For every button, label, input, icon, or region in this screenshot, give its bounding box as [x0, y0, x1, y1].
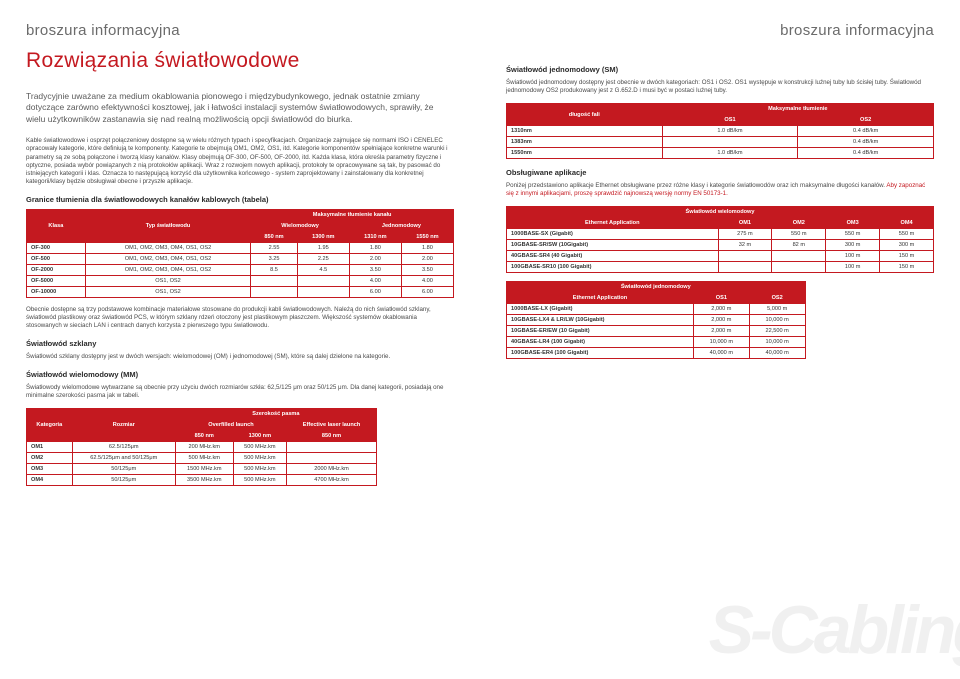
main-title: Rozwiązania światłowodowe	[26, 49, 454, 73]
heading-attenuation: Granice tłumienia dla światłowodowych ka…	[26, 195, 454, 204]
singlemode-app-table: Światłowód jednomodowy Ethernet Applicat…	[506, 281, 806, 359]
th-typ: Typ światłowodu	[85, 209, 250, 242]
paragraph-2: Obecnie dostępne są trzy podstawowe komb…	[26, 306, 454, 330]
table-row: 40GBASE-SR4 (40 Gigabit)100 m150 m	[507, 251, 934, 262]
singlemode-att-table: długość fali Maksymalne tłumienie OS1 OS…	[506, 103, 934, 159]
table-row: 10GBASE-ER/EW (10 Gigabit)2,000 m22,500 …	[507, 326, 806, 337]
watermark: S-Cabling	[709, 591, 960, 669]
table-row: 1550nm1.0 dB/km0.4 dB/km	[507, 148, 934, 159]
table-row: 10GBASE-SR/SW (10Gigabit)32 m82 m300 m30…	[507, 240, 934, 251]
paragraph-4: Światłowody wielomodowe wytwarzane są ob…	[26, 384, 454, 400]
table-row: OM450/125μm3500 MHz.km500 MHz.km4700 MHz…	[27, 475, 377, 486]
paragraph-r1: Światłowód jednomodowy dostępny jest obe…	[506, 79, 934, 95]
table-row: OF-5000OS1, OS24.004.00	[27, 275, 454, 286]
header-label-right: broszura informacyjna	[506, 22, 934, 39]
table-row: 1310nm1.0 dB/km0.4 dB/km	[507, 126, 934, 137]
table-row: OM162.5/125μm200 MHz.km500 MHz.km	[27, 442, 377, 453]
table-row: 100GBASE-SR10 (100 Gigabit)100 m150 m	[507, 262, 934, 273]
th-klasa: Klasa	[27, 209, 86, 242]
table-row: OM350/125μm1500 MHz.km500 MHz.km2000 MHz…	[27, 464, 377, 475]
table-row: 1383nm0.4 dB/km	[507, 137, 934, 148]
table-row: 100GBASE-ER4 (100 Gigabit)40,000 m40,000…	[507, 348, 806, 359]
heading-apps: Obsługiwane aplikacje	[506, 168, 934, 177]
th-jm: Jednomodowy	[349, 220, 453, 231]
intro-text: Tradycyjnie uważane za medium okablowani…	[26, 91, 454, 125]
th-title: Maksymalne tłumienie kanału	[251, 209, 454, 220]
attenuation-table: Klasa Typ światłowodu Maksymalne tłumien…	[26, 209, 454, 298]
table-row: OM262.5/125μm and 50/125μm500 MHz.km500 …	[27, 453, 377, 464]
table-row: OF-500OM1, OM2, OM3, OM4, OS1, OS23.252.…	[27, 253, 454, 264]
paragraph-1: Kable światłowodowe i osprzęt połączenio…	[26, 137, 454, 185]
heading-glass: Światłowód szklany	[26, 339, 454, 348]
table-row: OF-300OM1, OM2, OM3, OM4, OS1, OS22.551.…	[27, 242, 454, 253]
left-page: broszura informacyjna Rozwiązania światł…	[0, 0, 480, 679]
paragraph-3: Światłowód szklany dostępny jest w dwóch…	[26, 353, 454, 361]
table-row: OF-2000OM1, OM2, OM3, OM4, OS1, OS28.54.…	[27, 264, 454, 275]
table-row: 1000BASE-SX (Gigabit)275 m550 m550 m550 …	[507, 229, 934, 240]
table-row: 10GBASE-LX4 & LR/LW (10Gigabit)2,000 m10…	[507, 315, 806, 326]
table-row: OF-10000OS1, OS26.006.00	[27, 286, 454, 297]
th-wm: Wielomodowy	[251, 220, 350, 231]
bandwidth-table: Kategoria Rozmiar Szerokość pasma Overfi…	[26, 408, 377, 486]
multimode-app-table: Światłowód wielomodowy Ethernet Applicat…	[506, 206, 934, 273]
heading-multimode: Światłowód wielomodowy (MM)	[26, 370, 454, 379]
table-row: 40GBASE-LR4 (100 Gigabit)10,000 m10,000 …	[507, 337, 806, 348]
page-spread: broszura informacyjna Rozwiązania światł…	[0, 0, 960, 679]
right-page: broszura informacyjna Światłowód jednomo…	[480, 0, 960, 679]
table-row: 1000BASE-LX (Gigabit)2,000 m5,000 m	[507, 304, 806, 315]
header-label: broszura informacyjna	[26, 22, 454, 39]
paragraph-r2: Poniżej przedstawiono aplikacje Ethernet…	[506, 182, 934, 198]
heading-singlemode: Światłowód jednomodowy (SM)	[506, 65, 934, 74]
